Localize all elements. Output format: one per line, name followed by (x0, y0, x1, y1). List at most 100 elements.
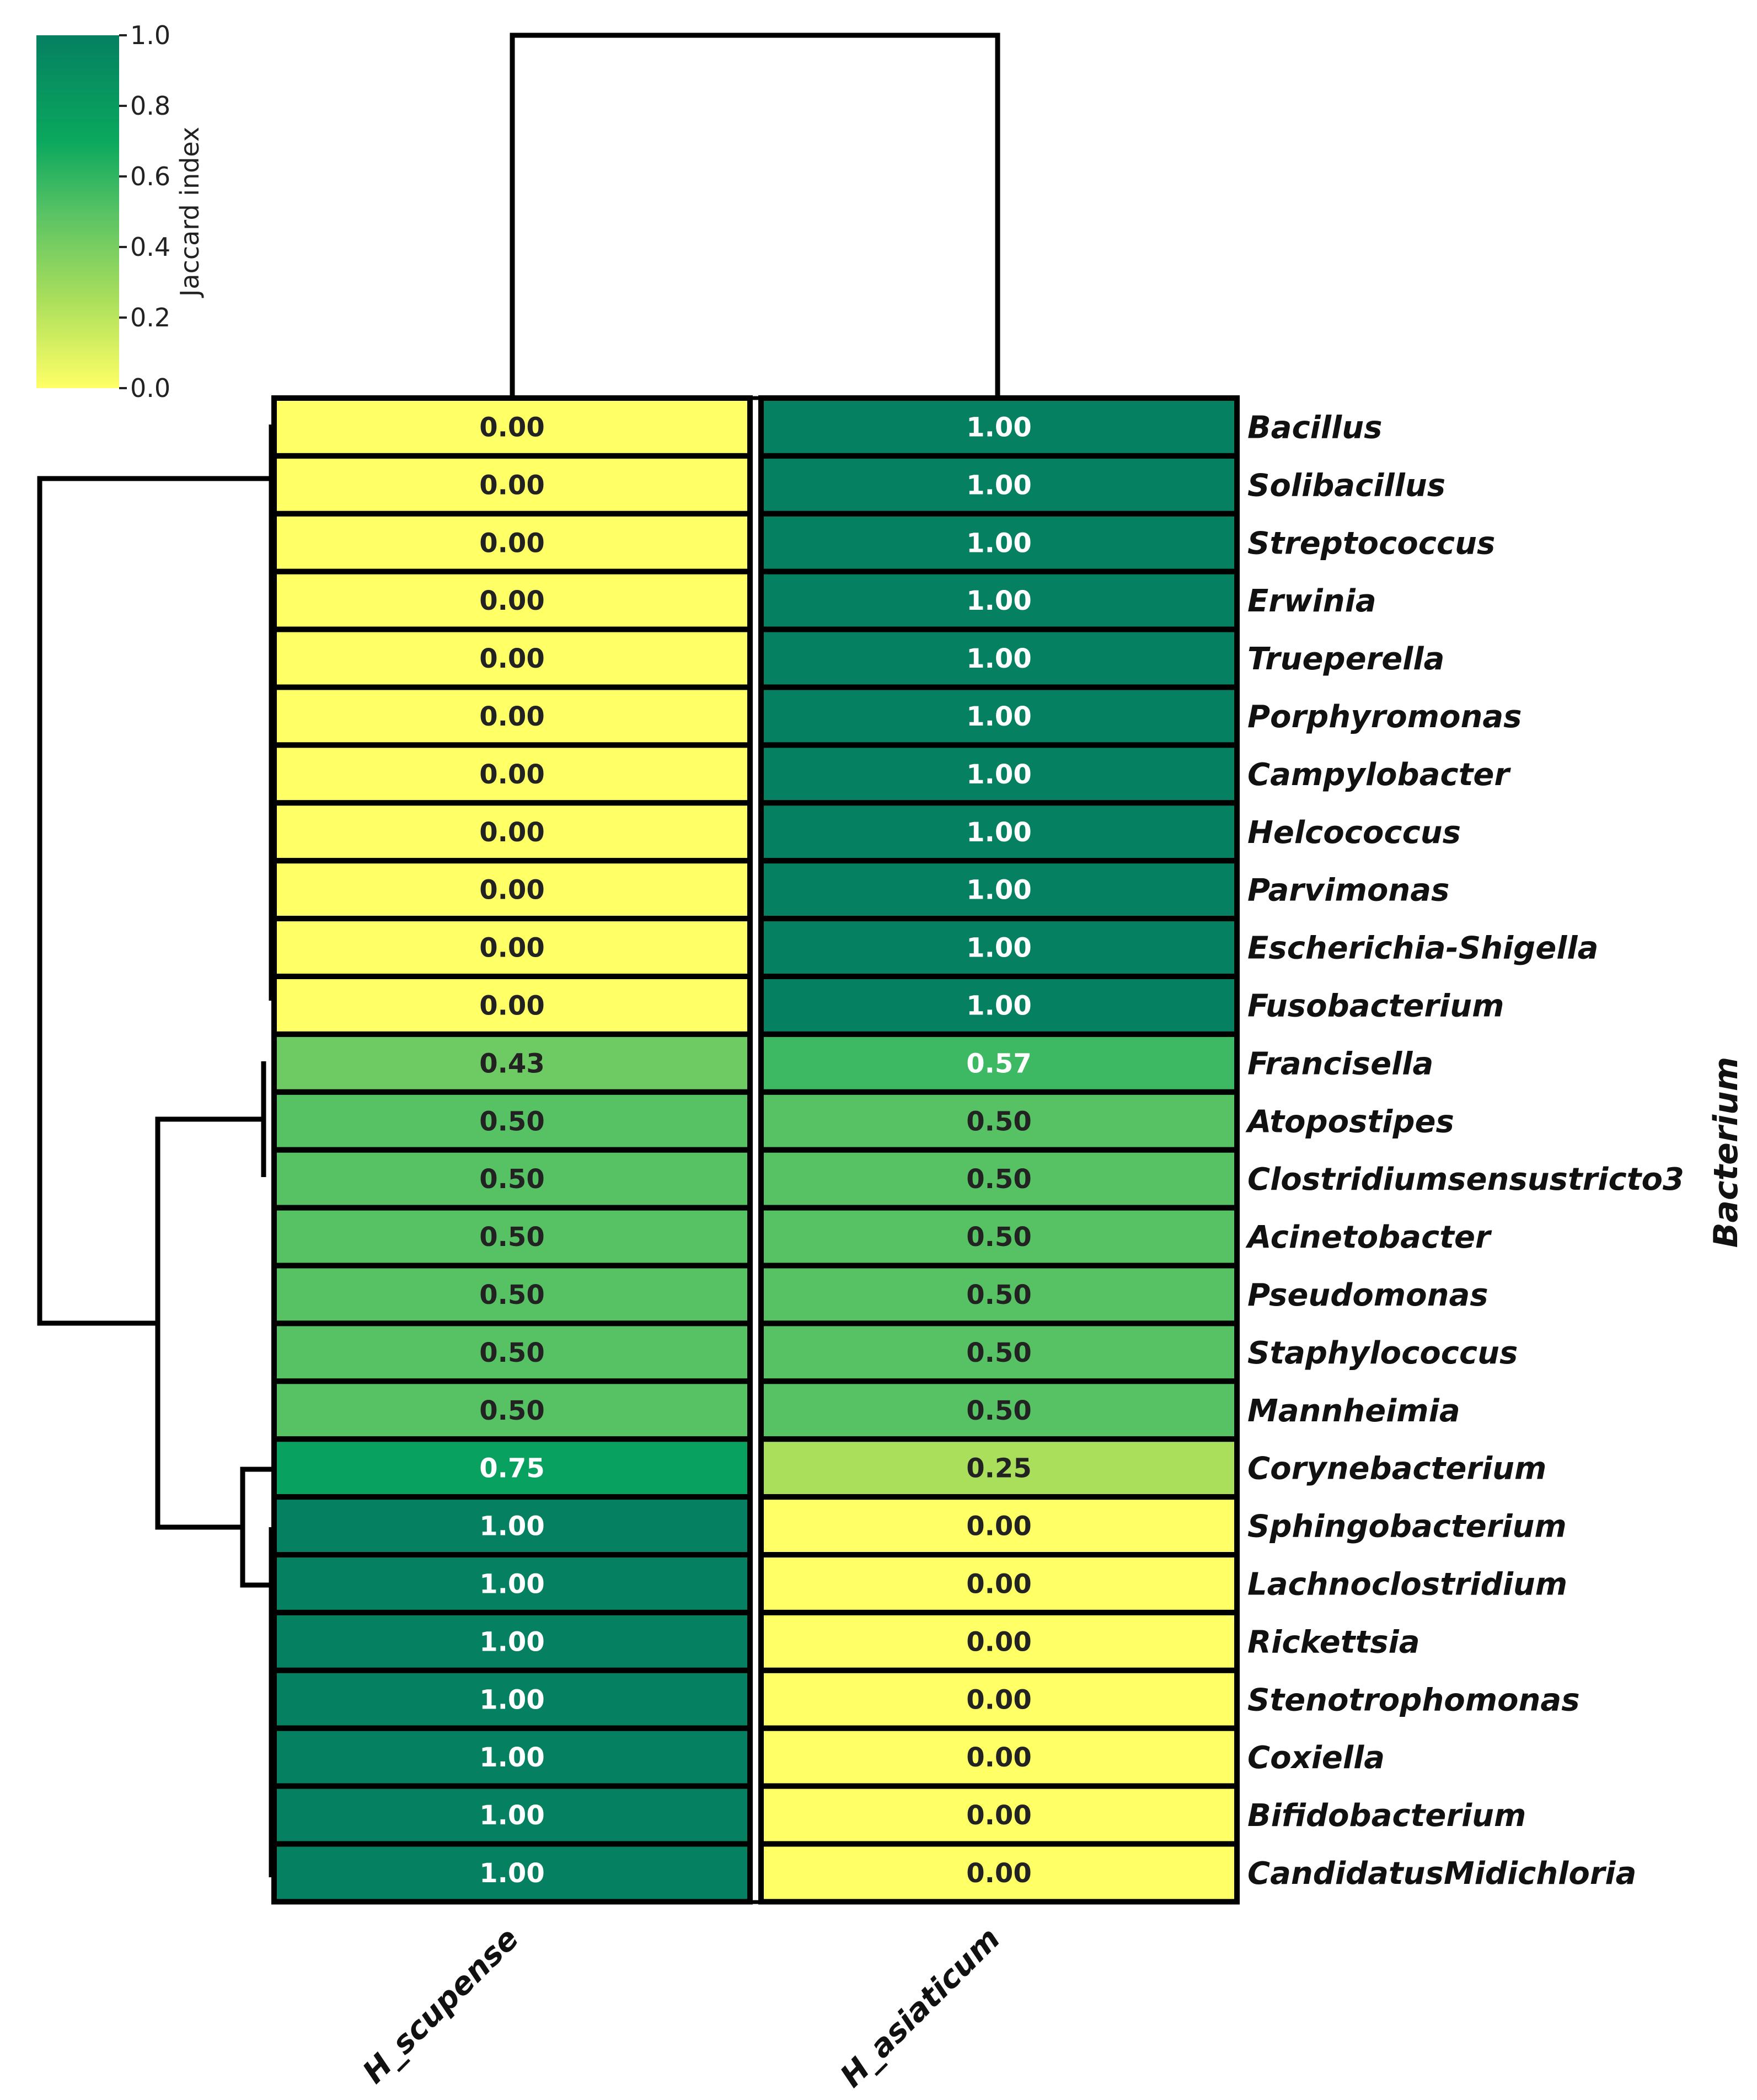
heatmap-cell-label: 0.50 (479, 1280, 544, 1311)
heatmap-cell (271, 626, 753, 690)
row-labels: Bacillus Solibacillus Streptococcus Erwinia… (1245, 410, 1684, 1892)
heatmap-cell-label: 0.50 (479, 1395, 544, 1426)
heatmap-cell (271, 974, 753, 1037)
heatmap-cell-label: 1.00 (966, 701, 1031, 732)
row-dendrogram-link-bc (155, 1116, 271, 1588)
row-label: Parvimonas (1247, 873, 1449, 909)
row-label: Clostridiumsensustricto3 (1247, 1162, 1684, 1197)
heatmap-cell-label: 0.50 (966, 1106, 1031, 1137)
heatmap-cell (758, 1841, 1240, 1905)
row-label: Atopostipes (1245, 1104, 1454, 1140)
row-label: Staphylococcus (1247, 1335, 1518, 1371)
heatmap-cell-label: 1.00 (479, 1626, 544, 1657)
heatmap-cell-label: 1.00 (966, 528, 1031, 558)
heatmap-cell-label: 0.00 (479, 528, 544, 558)
row-label: Francisella (1247, 1046, 1433, 1082)
row-dendrogram (37, 425, 274, 1877)
heatmap-cell-label: 1.00 (479, 1858, 544, 1889)
heatmap-cell (758, 511, 1240, 574)
row-label: Campylobacter (1247, 757, 1511, 793)
heatmap-cell-label: 0.50 (966, 1395, 1031, 1426)
heatmap-cell-label: 0.00 (966, 1742, 1031, 1773)
heatmap-cell-label: 0.57 (966, 1048, 1031, 1079)
heatmap-cell-label: 0.00 (479, 817, 544, 848)
row-label: Erwinia (1247, 583, 1376, 619)
heatmap-cell-label: 0.75 (479, 1453, 544, 1484)
heatmap-cell-label: 0.50 (479, 1164, 544, 1195)
heatmap-cell-label: 1.00 (966, 759, 1031, 790)
heatmap-cell (758, 1609, 1240, 1673)
colorbar: 0.0 0.2 0.4 0.6 0.8 1.0 Jaccard index (36, 20, 205, 403)
row-label: Sphingobacterium (1247, 1509, 1567, 1545)
heatmap-cell-label: 1.00 (966, 933, 1031, 964)
heatmap-cell-label: 0.50 (966, 1222, 1031, 1253)
heatmap-cell-label: 1.00 (479, 1684, 544, 1715)
heatmap-cell-label: 1.00 (479, 1569, 544, 1599)
heatmap-cell-label: 0.00 (479, 875, 544, 906)
colorbar-ticks: 0.0 0.2 0.4 0.6 0.8 1.0 (119, 20, 170, 403)
colorbar-title: Jaccard index (175, 127, 205, 298)
colorbar-tick-label: 1.0 (130, 20, 170, 50)
heatmap-cell (758, 1147, 1240, 1211)
y-axis-title: Bacterium (1707, 1057, 1745, 1248)
heatmap-cell (271, 1783, 753, 1847)
colorbar-tick-label: 0.2 (130, 303, 170, 332)
row-label: Coxiella (1247, 1740, 1385, 1776)
row-label: Corynebacterium (1247, 1451, 1546, 1487)
heatmap-cell-label: 0.50 (966, 1164, 1031, 1195)
heatmap-cell (758, 742, 1240, 806)
heatmap-cell-label: 0.25 (966, 1453, 1031, 1484)
heatmap-cell-label: 1.00 (479, 1742, 544, 1773)
heatmap-cell-label: 0.00 (479, 412, 544, 443)
heatmap-cell (758, 1667, 1240, 1731)
heatmap-cell-label: 0.00 (479, 990, 544, 1021)
heatmap-cell-label: 1.00 (479, 1511, 544, 1542)
column-dendrogram (510, 33, 1000, 396)
row-label: Acinetobacter (1245, 1220, 1492, 1255)
heatmap-cell-label: 1.00 (966, 643, 1031, 674)
heatmap-border (272, 396, 1239, 1904)
row-label: Lachnoclostridium (1247, 1566, 1567, 1602)
row-label: Streptococcus (1247, 525, 1495, 561)
row-label: Bifidobacterium (1247, 1798, 1526, 1834)
heatmap-cell-label: 0.43 (479, 1048, 544, 1079)
row-label: Escherichia-Shigella (1247, 931, 1598, 966)
heatmap-cell-label: 1.00 (479, 1800, 544, 1831)
heatmap-cell-label: 0.50 (479, 1222, 544, 1253)
heatmap-cell-label: 0.00 (479, 759, 544, 790)
heatmap-cell-label: 0.00 (479, 933, 544, 964)
row-label: Pseudomonas (1247, 1277, 1488, 1313)
row-label: Trueperella (1247, 641, 1444, 677)
heatmap-cell-label: 0.00 (479, 586, 544, 616)
heatmap-cell (271, 800, 753, 864)
row-label: Rickettsia (1247, 1624, 1420, 1660)
heatmap-cell-label: 0.00 (966, 1569, 1031, 1599)
heatmap-cell (758, 453, 1240, 517)
heatmap-cell-label: 0.50 (479, 1106, 544, 1137)
row-label: Bacillus (1247, 410, 1382, 445)
heatmap-cell-label: 0.00 (479, 701, 544, 732)
row-label: CandidatusMidichloria (1247, 1856, 1636, 1892)
heatmap-cell-label: 1.00 (966, 586, 1031, 616)
column-label: H_asiaticum (833, 1921, 1007, 2094)
heatmap-cell (758, 858, 1240, 922)
row-dendrogram-root (37, 476, 271, 1326)
row-label: Porphyromonas (1247, 699, 1522, 735)
row-label: Helcococcus (1247, 815, 1461, 851)
heatmap-cell (758, 916, 1240, 979)
heatmap-cell-label: 0.00 (966, 1626, 1031, 1657)
heatmap-cell-label: 0.00 (966, 1511, 1031, 1542)
heatmap-cell-label: 0.50 (479, 1338, 544, 1368)
heatmap-cells: 0.00 1.00 0.00 1.00 0.00 1.00 0.00 1.00 0.00 1.00… (271, 395, 1240, 1905)
heatmap-cell-label: 0.00 (479, 470, 544, 501)
colorbar-tick-label: 0.0 (130, 373, 170, 403)
heatmap-cell-label: 0.00 (966, 1684, 1031, 1715)
column-labels: H_scupense H_asiaticum (356, 1921, 1007, 2094)
row-label: Stenotrophomonas (1247, 1682, 1580, 1718)
heatmap-cell-label: 0.50 (966, 1338, 1031, 1368)
heatmap-cell (271, 1841, 753, 1905)
colorbar-rect (36, 35, 119, 388)
colorbar-tick-label: 0.4 (130, 232, 170, 262)
column-label: H_scupense (356, 1921, 526, 2091)
